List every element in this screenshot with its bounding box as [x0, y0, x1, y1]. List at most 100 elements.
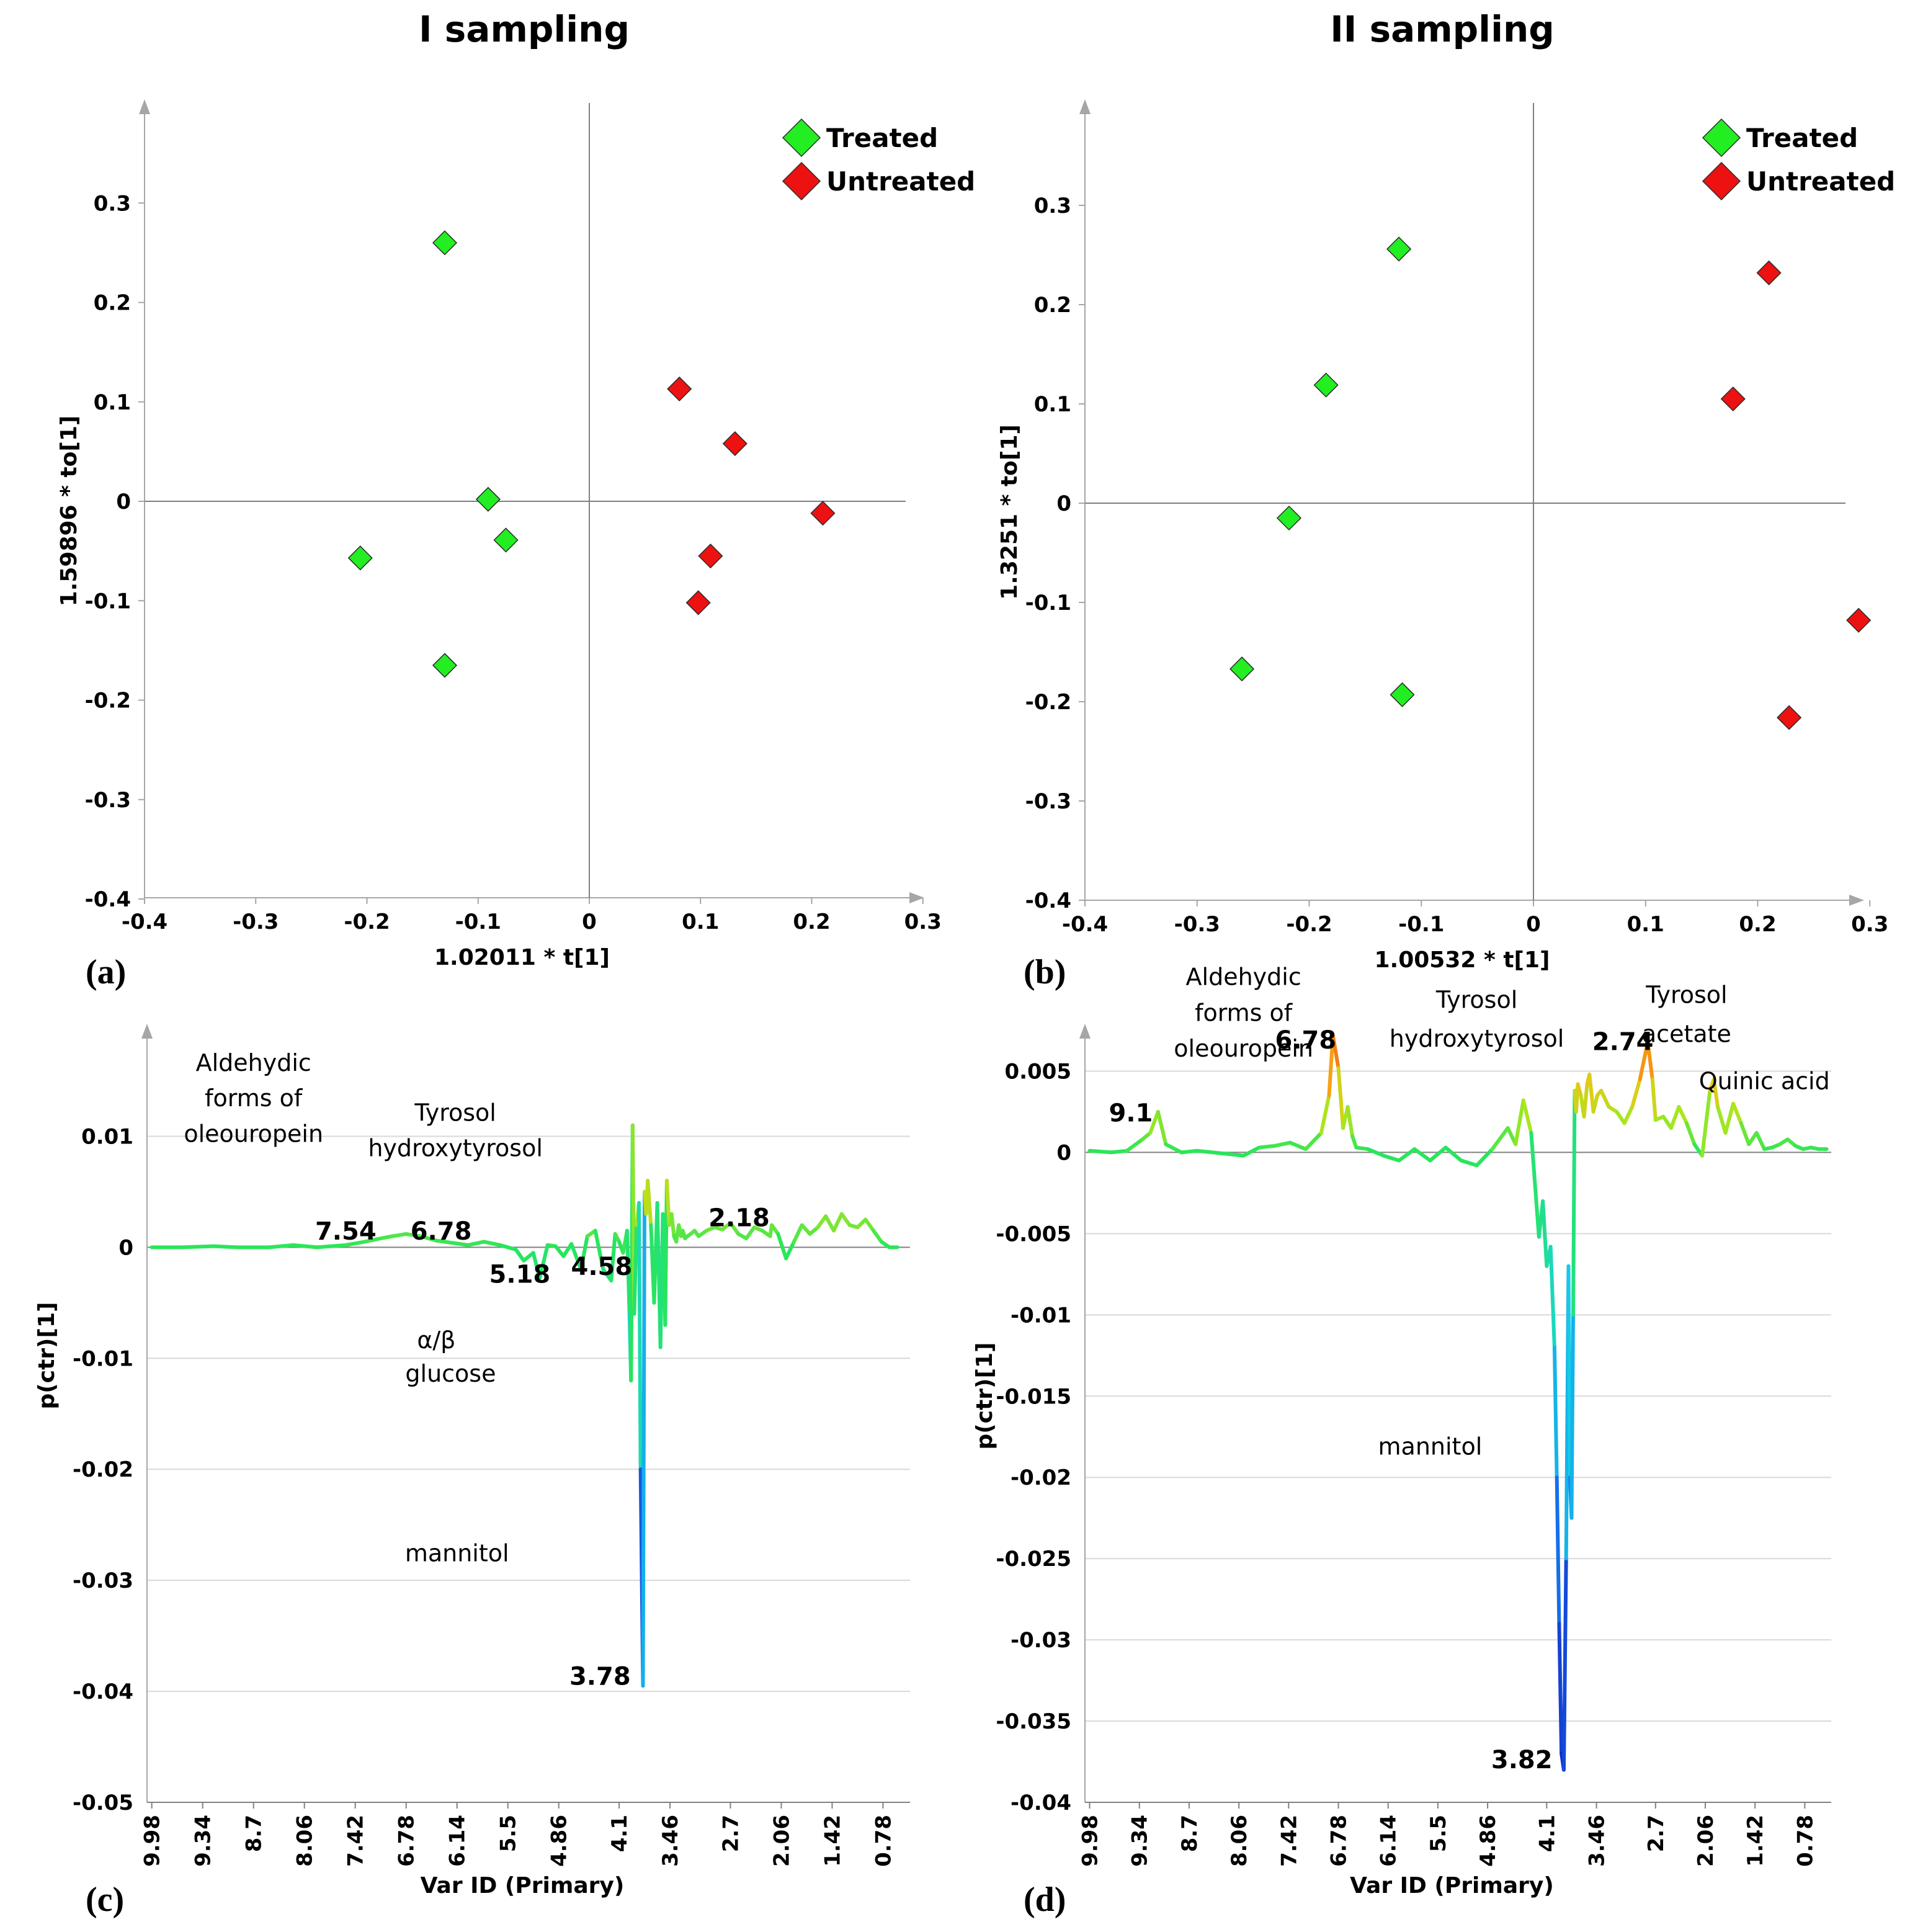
- annotation-label: Quinic acid: [1699, 1067, 1830, 1094]
- peak-label: 9.1: [1109, 1099, 1153, 1128]
- y-tick-label: -0.1: [1025, 591, 1071, 615]
- loading-line-segment: [212, 1244, 240, 1250]
- loading-line-segment: [646, 1179, 653, 1227]
- peak-label: 4.58: [571, 1253, 633, 1281]
- annotation-label: Tyrosol: [414, 1099, 496, 1126]
- annotation-label: mannitol: [405, 1540, 509, 1567]
- peak-label: 7.54: [315, 1217, 377, 1246]
- annotation-label: α/β: [417, 1326, 455, 1354]
- loading-line-segment: [1731, 1101, 1743, 1125]
- annotation-label: hydroxytyrosol: [368, 1135, 543, 1162]
- loading-line-segment: [1557, 1621, 1564, 1756]
- y-tick-label: 0: [1056, 491, 1071, 516]
- legend-label-untreated: Untreated: [826, 166, 975, 197]
- loading-line-segment: [1541, 1199, 1549, 1268]
- peak-label: 6.78: [1275, 1026, 1337, 1055]
- x-tick-label: 1.42: [820, 1815, 845, 1867]
- loading-line-segment: [1164, 1142, 1184, 1155]
- x-tick-label: 4.86: [1476, 1815, 1501, 1867]
- untreated-point: [722, 431, 747, 457]
- x-tick-label: -0.4: [1062, 912, 1108, 937]
- loading-line-segment: [482, 1240, 502, 1247]
- legend-label-untreated: Untreated: [1746, 166, 1895, 197]
- loading-line-segment: [816, 1214, 828, 1230]
- annotation-label: Aldehydic: [196, 1049, 311, 1076]
- y-axis-arrow: [1079, 1024, 1091, 1039]
- loading-line-segment: [1179, 1148, 1199, 1155]
- y-tick-label: -0.2: [85, 689, 131, 713]
- loading-line-segment: [1582, 1082, 1589, 1119]
- y-tick-label: -0.025: [996, 1547, 1071, 1572]
- loading-line-segment: [1195, 1148, 1215, 1155]
- x-tick-label: 2.7: [718, 1815, 743, 1852]
- loading-line-segment: [1630, 1077, 1642, 1109]
- treated-point: [432, 230, 458, 256]
- x-tick-label: 0.2: [793, 910, 830, 934]
- loading-line-segment: [514, 1247, 526, 1263]
- x-tick-label: 7.42: [1277, 1815, 1301, 1867]
- loading-line-segment: [1677, 1105, 1689, 1125]
- annotation-label: oleouropein: [1174, 1035, 1313, 1062]
- loading-line-segment: [363, 1237, 383, 1244]
- loading-line-segment: [832, 1212, 844, 1233]
- loading-line-segment: [1571, 1088, 1577, 1317]
- treated-point: [1390, 682, 1415, 707]
- y-axis-arrow: [1079, 99, 1091, 114]
- x-tick-label: 4.1: [607, 1815, 632, 1852]
- x-axis-label: 1.00532 * t[1]: [1374, 947, 1550, 973]
- loading-line-segment: [434, 1238, 454, 1245]
- loading-line-segment: [1459, 1158, 1479, 1168]
- loading-line-segment: [1514, 1098, 1525, 1147]
- treated-point: [347, 545, 373, 571]
- y-tick-label: 0.005: [1004, 1059, 1071, 1084]
- y-tick-label: -0.04: [1011, 1791, 1071, 1815]
- loading-line-segment: [1288, 1140, 1308, 1152]
- treated-point: [432, 653, 458, 678]
- x-tick-label: 0.78: [1793, 1815, 1818, 1867]
- untreated-point: [1756, 260, 1782, 285]
- annotation-label: Aldehydic: [1186, 964, 1301, 991]
- x-tick-label: 5.5: [496, 1815, 521, 1852]
- y-tick-label: -0.02: [73, 1457, 133, 1482]
- untreated-point: [667, 376, 692, 401]
- y-tick-label: -0.02: [1011, 1465, 1071, 1490]
- annotation-label: oleouropein: [184, 1120, 323, 1147]
- loading-line-segment: [824, 1214, 836, 1233]
- loading-line-segment: [344, 1240, 367, 1247]
- loading-line-segment: [1576, 1082, 1583, 1098]
- x-tick-label: 9.34: [191, 1815, 216, 1867]
- annotation-label: hydroxytyrosol: [1390, 1025, 1564, 1052]
- loading-line-segment: [531, 1251, 542, 1281]
- loading-line-segment: [315, 1243, 348, 1250]
- annotation-label: Tyrosol: [1645, 981, 1727, 1008]
- treated-point: [475, 486, 501, 512]
- loading-line-segment: [267, 1243, 295, 1250]
- y-axis-arrow: [139, 99, 150, 114]
- y-tick-label: -0.05: [73, 1791, 133, 1815]
- loading-line-segment: [1087, 1148, 1113, 1155]
- untreated-point: [1720, 386, 1746, 412]
- y-tick-label: 0.1: [94, 390, 131, 415]
- x-tick-label: 0.1: [682, 910, 719, 934]
- y-tick-label: 0.2: [94, 291, 131, 316]
- loading-line-segment: [1345, 1105, 1355, 1138]
- loading-line-segment: [1210, 1150, 1230, 1156]
- peak-label: 3.82: [1491, 1746, 1553, 1774]
- loading-line-segment: [390, 1232, 408, 1238]
- loading-line-segment: [637, 1201, 643, 1472]
- loading-line-segment: [593, 1228, 605, 1272]
- loading-line-segment: [404, 1232, 422, 1238]
- loading-line-segment: [1125, 1137, 1145, 1153]
- y-tick-label: -0.1: [85, 589, 131, 614]
- loading-line-segment: [1336, 1066, 1345, 1130]
- x-tick-label: 3.46: [658, 1815, 683, 1867]
- y-tick-label: 0: [1056, 1140, 1071, 1165]
- untreated-point: [685, 590, 711, 615]
- loading-line-segment: [1561, 1557, 1568, 1772]
- loading-line-segment: [1397, 1147, 1417, 1163]
- x-tick-label: -0.3: [233, 910, 279, 934]
- loading-line-segment: [1331, 1033, 1341, 1070]
- panel-b-scores-plot: -0.4 -0.3 -0.2 -0.1 0 0.1 0.2 0.3 0.3 0.2 0.1 0 -0.1…: [997, 99, 1895, 973]
- x-tick-label: 6.14: [445, 1815, 470, 1867]
